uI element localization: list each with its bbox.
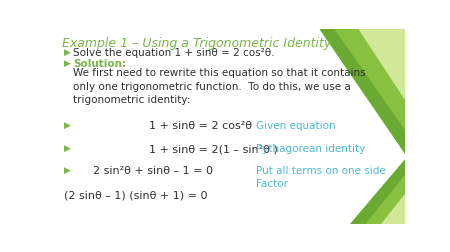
Text: 2 sin²θ + sinθ – 1 = 0: 2 sin²θ + sinθ – 1 = 0 bbox=[94, 165, 213, 175]
Text: Factor: Factor bbox=[256, 178, 288, 188]
Text: 1 + sinθ = 2 cos²θ: 1 + sinθ = 2 cos²θ bbox=[149, 121, 252, 131]
Polygon shape bbox=[335, 30, 405, 130]
Text: ▶: ▶ bbox=[64, 121, 71, 130]
Text: Pythagorean identity: Pythagorean identity bbox=[256, 144, 365, 154]
Polygon shape bbox=[382, 195, 405, 224]
Text: Example 1 – Using a Trigonometric Identity: Example 1 – Using a Trigonometric Identi… bbox=[63, 36, 332, 49]
Polygon shape bbox=[359, 30, 405, 99]
Text: We first need to rewrite this equation so that it contains
only one trigonometri: We first need to rewrite this equation s… bbox=[73, 68, 366, 105]
Text: ▶: ▶ bbox=[64, 48, 71, 57]
Text: Given equation: Given equation bbox=[256, 121, 336, 131]
Text: (2 sinθ – 1) (sinθ + 1) = 0: (2 sinθ – 1) (sinθ + 1) = 0 bbox=[64, 190, 207, 200]
Polygon shape bbox=[366, 176, 405, 224]
Text: Solve the equation 1 + sinθ = 2 cos²θ.: Solve the equation 1 + sinθ = 2 cos²θ. bbox=[73, 48, 275, 58]
Text: ▶: ▶ bbox=[64, 165, 71, 174]
Text: Solution:: Solution: bbox=[73, 59, 126, 69]
Text: ▶: ▶ bbox=[64, 144, 71, 153]
Text: 1 + sinθ = 2(1 – sin²θ ): 1 + sinθ = 2(1 – sin²θ ) bbox=[149, 144, 278, 154]
Polygon shape bbox=[351, 161, 405, 224]
Text: Put all terms on one side: Put all terms on one side bbox=[256, 165, 386, 175]
Polygon shape bbox=[320, 30, 405, 153]
Text: ▶: ▶ bbox=[64, 59, 71, 68]
